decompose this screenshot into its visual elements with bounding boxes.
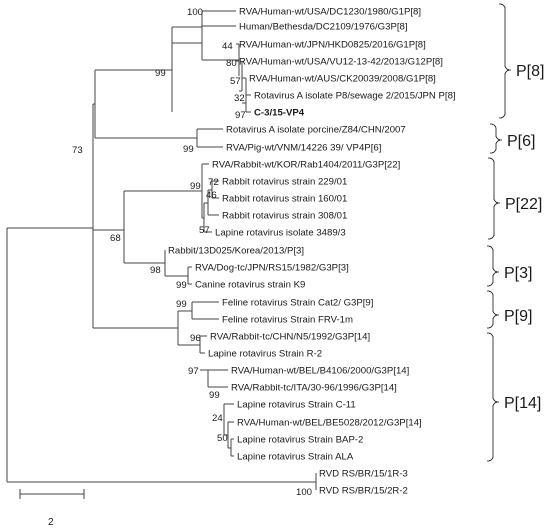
bootstrap-n_p9: 99 bbox=[176, 299, 187, 310]
bootstrap-n_l3489: 57 bbox=[199, 225, 210, 236]
bootstrap-n_p3: 98 bbox=[150, 265, 161, 276]
bracket-g_p22 bbox=[487, 157, 501, 240]
taxon-label-k9: Canine rotavirus strain K9 bbox=[195, 280, 305, 291]
taxon-label-cat2: Feline rotavirus Strain Cat2/ G3P[9] bbox=[222, 298, 373, 309]
bootstrap-n_r229: 72 bbox=[208, 177, 219, 188]
taxon-label-r2: Lapine rotavirus Strain R-2 bbox=[208, 349, 322, 360]
bootstrap-n_se: 32 bbox=[234, 93, 245, 104]
taxon-label-n5: RVA/Rabbit-tc/CHN/N5/1992/G3P[14] bbox=[210, 332, 370, 343]
bootstrap-n_rab: 99 bbox=[190, 181, 201, 192]
taxon-label-d025: Rabbit/13D025/Korea/2013/P[3] bbox=[168, 246, 304, 257]
bootstrap-n_up: 73 bbox=[72, 145, 83, 156]
bracket-g_p9 bbox=[486, 290, 500, 329]
taxon-label-frv1m: Feline rotavirus Strain FRV-1m bbox=[222, 315, 353, 326]
bootstrap-n_b41: 97 bbox=[188, 366, 199, 377]
bootstrap-n_dc: 100 bbox=[187, 7, 203, 18]
bootstrap-n_rvd: 100 bbox=[296, 487, 312, 498]
taxon-label-dc1230: RVA/Human-wt/USA/DC1230/1980/G1P[8] bbox=[239, 7, 421, 18]
bootstrap-n_be: 24 bbox=[212, 413, 223, 424]
taxon-label-c3: C-3/15-VP4 bbox=[254, 108, 305, 119]
group-label-g_p9: P[9] bbox=[504, 308, 532, 325]
taxon-label-z84: Rotavirus A isolate porcine/Z84/CHN/2007 bbox=[226, 125, 406, 136]
bracket-g_p3 bbox=[486, 245, 500, 287]
taxon-label-hkd0825: RVA/Human-wt/JPN/HKD0825/2016/G1P[8] bbox=[239, 40, 426, 51]
taxon-label-ck20039: RVA/Human-wt/AUS/CK20039/2008/G1P[8] bbox=[249, 74, 436, 85]
taxon-label-rvd2r2: RVD RS/BR/15/2R-2 bbox=[319, 486, 408, 497]
taxon-label-bap2: Lapine rotavirus Strain BAP-2 bbox=[237, 435, 363, 446]
taxon-label-dc2109: Human/Bethesda/DC2109/1976/G3P[8] bbox=[239, 22, 408, 33]
bootstrap-values: 100 44 80 57 32 97 99 99 73 72 46 99 57 68 98 99 99 96 97 9… bbox=[72, 7, 312, 498]
taxon-label-r229: Rabbit rotavirus strain 229/01 bbox=[222, 177, 347, 188]
bracket-g_p14 bbox=[486, 332, 500, 462]
taxon-label-r160: Rabbit rotavirus strain 160/01 bbox=[222, 194, 347, 205]
taxon-label-vnm: RVA/Pig-wt/VNM/14226 39/ VP4P[6] bbox=[226, 143, 381, 154]
taxon-labels: RVA/Human-wt/USA/DC1230/1980/G1P[8] Human… bbox=[168, 7, 456, 497]
bracket-g_p6 bbox=[489, 123, 503, 154]
taxon-label-rs15: RVA/Dog-tc/JPN/RS15/1982/G3P[3] bbox=[195, 263, 349, 274]
group-labels: P[8] P[6] P[22] P[3] P[9] P[14] bbox=[504, 63, 544, 412]
group-label-g_p3: P[3] bbox=[504, 265, 532, 282]
taxon-label-l3489: Lapine rotavirus isolate 3489/3 bbox=[215, 228, 346, 239]
taxon-label-vu12: RVA/Human-wt/USA/VU12-13-42/2013/G12P[8] bbox=[239, 57, 443, 68]
bracket-g_p8 bbox=[498, 3, 512, 119]
taxon-label-be5028: RVA/Human-wt/BEL/BE5028/2012/G3P[14] bbox=[237, 418, 422, 429]
bootstrap-n_vu: 80 bbox=[226, 58, 237, 69]
taxon-label-c11: Lapine rotavirus Strain C-11 bbox=[237, 400, 356, 411]
bootstrap-n_p6: 99 bbox=[183, 144, 194, 155]
taxon-label-ala: Lapine rotavirus Strain ALA bbox=[237, 452, 354, 463]
group-label-g_p6: P[6] bbox=[507, 133, 535, 150]
bootstrap-n_c3: 97 bbox=[235, 110, 246, 121]
group-label-g_p8: P[8] bbox=[516, 63, 544, 80]
taxon-label-rab1404: RVA/Rabbit-wt/KOR/Rab1404/2011/G3P[22] bbox=[212, 160, 400, 171]
taxon-label-r308: Rabbit rotavirus strain 308/01 bbox=[222, 211, 347, 222]
bootstrap-n_k9: 99 bbox=[176, 280, 187, 291]
taxon-label-b4106: RVA/Human-wt/BEL/B4106/2000/G3P[14] bbox=[231, 366, 409, 377]
bootstrap-n_ck: 57 bbox=[230, 76, 241, 87]
taxon-label-rvd1r3: RVD RS/BR/15/1R-3 bbox=[319, 469, 408, 480]
tree-branches bbox=[6, 10, 317, 490]
group-label-g_p14: P[14] bbox=[504, 395, 541, 412]
bootstrap-n_mid: 68 bbox=[110, 233, 121, 244]
bootstrap-n_p8: 99 bbox=[155, 68, 166, 79]
group-label-g_p22: P[22] bbox=[505, 196, 542, 213]
scale-bar-label: 2 bbox=[48, 517, 54, 528]
bootstrap-n_bap: 50 bbox=[217, 433, 228, 444]
bootstrap-n_n5: 96 bbox=[190, 333, 201, 344]
taxon-label-sewage: Rotavirus A isolate P8/sewage 2/2015/JPN… bbox=[254, 91, 456, 102]
taxon-label-ita30: RVA/Rabbit-tc/ITA/30-96/1996/G3P[14] bbox=[231, 383, 397, 394]
bootstrap-n_r160: 46 bbox=[206, 190, 217, 201]
bootstrap-n_h: 44 bbox=[222, 41, 233, 52]
scale-bar: 2 bbox=[19, 489, 85, 528]
group-brackets bbox=[486, 3, 512, 462]
bootstrap-n_c11: 99 bbox=[209, 390, 220, 401]
